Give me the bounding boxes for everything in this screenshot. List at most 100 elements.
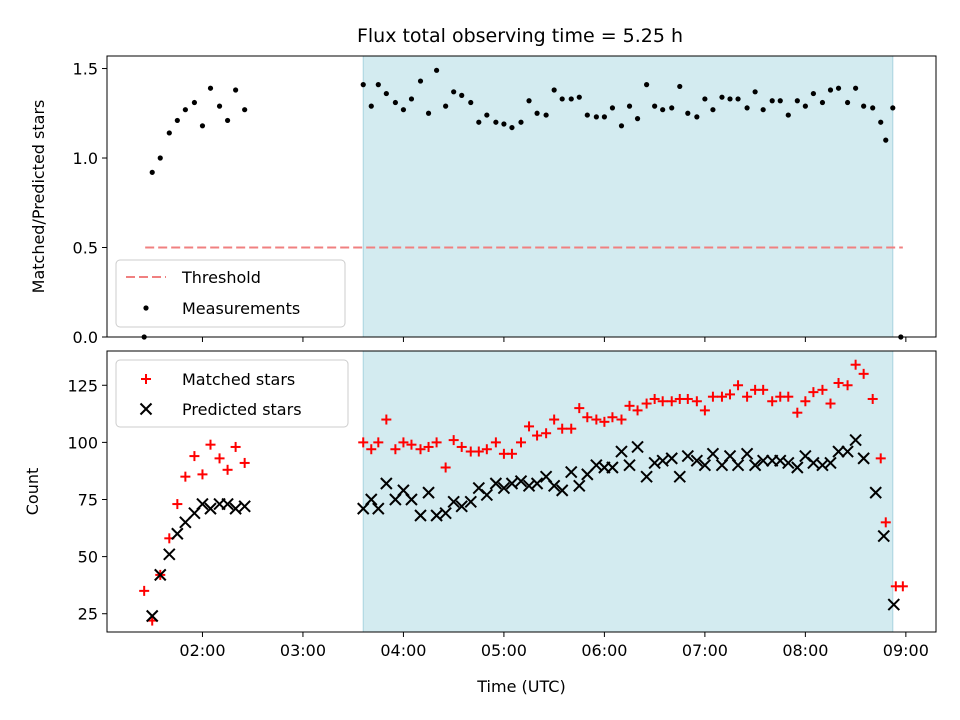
predicted-point [146, 609, 159, 623]
measurement-point [199, 123, 206, 129]
x-tick-label: 09:00 [883, 641, 929, 660]
measurement-point [584, 112, 590, 118]
matched-point [725, 389, 736, 400]
x-tick-label: 08:00 [782, 641, 828, 660]
top-y-ticks: 0.0 0.5 1.0 1.5 [73, 60, 107, 347]
matched-point [699, 405, 710, 416]
measurement-point [835, 85, 842, 91]
y-tick-label: 0.5 [73, 239, 98, 258]
measurement-point [459, 92, 465, 98]
measurement-point [727, 96, 733, 102]
measurement-point [601, 114, 608, 120]
measurement-point [810, 90, 817, 97]
matched-point [783, 391, 794, 402]
measurement-point [242, 107, 248, 113]
matched-point [506, 448, 517, 459]
matched-point [448, 435, 459, 446]
matched-point [858, 368, 869, 379]
predicted-point [857, 452, 870, 465]
predicted-point [698, 459, 712, 472]
legend-predicted-label: Predicted stars [182, 400, 302, 419]
measurement-point [802, 103, 808, 109]
predicted-point [480, 488, 494, 502]
measurement-point [526, 98, 532, 104]
bottom-legend: Matched stars Predicted stars [115, 359, 349, 428]
predicted-point [430, 509, 443, 522]
measurement-point [484, 112, 490, 118]
matched-point [867, 393, 878, 404]
matched-point [833, 377, 844, 388]
measurement-point [702, 96, 708, 102]
matched-point [758, 384, 769, 395]
measurement-point [634, 116, 641, 122]
x-tick-label: 03:00 [280, 641, 326, 660]
predicted-point [631, 440, 644, 454]
matched-point [358, 437, 369, 448]
legend-matched-label: Matched stars [182, 370, 295, 389]
predicted-point [238, 500, 251, 513]
predicted-point [606, 461, 619, 474]
predicted-point [665, 452, 678, 465]
matched-point [733, 380, 744, 391]
measurement-point [451, 89, 457, 95]
predicted-point [782, 456, 795, 470]
measurement-point [883, 137, 889, 143]
measurement-point [744, 105, 750, 111]
measurement-point [819, 99, 826, 106]
x-axis-label: Time (UTC) [476, 677, 565, 696]
top-axes: 0.0 0.5 1.0 1.5 Matched/Predicted stars Thr… [29, 55, 937, 347]
predicted-point [555, 484, 569, 497]
matched-point [415, 444, 426, 455]
matched-point [817, 384, 828, 395]
measurement-point [408, 96, 415, 102]
predicted-point [590, 459, 603, 472]
measurement-point [719, 94, 725, 100]
matched-point [541, 428, 552, 439]
predicted-point [505, 477, 519, 490]
measurement-point [710, 107, 716, 113]
legend-measurements-label: Measurements [182, 299, 300, 318]
measurement-point [677, 83, 683, 90]
predicted-point [774, 454, 787, 467]
bottom-x-ticks: 02:00 03:00 04:00 05:00 06:00 07:00 08:00 09:00 [179, 632, 929, 660]
measurement-point [476, 119, 482, 125]
predicted-point [455, 500, 468, 513]
measurement-point [626, 103, 633, 109]
y-tick-label: 1.5 [73, 60, 98, 79]
matched-point [524, 421, 535, 432]
matched-point [582, 412, 593, 423]
matched-point [456, 441, 467, 452]
predicted-point [869, 486, 882, 499]
matched-point [742, 391, 753, 402]
measurement-point [794, 98, 800, 104]
bottom-y-ticks: 25 50 75 100 125 [67, 376, 107, 624]
measurement-point [493, 119, 499, 125]
predicted-point [380, 477, 393, 490]
predicted-point [439, 506, 452, 520]
measurement-point [861, 103, 867, 109]
predicted-point [522, 479, 536, 492]
matched-point [549, 414, 560, 425]
measurement-point [543, 112, 549, 118]
bottom-y-axis-label: Count [23, 468, 42, 516]
predicted-point [807, 456, 820, 470]
measurements-series [141, 67, 904, 340]
x-tick-label: 05:00 [481, 641, 527, 660]
measurement-point [383, 90, 389, 97]
measurement-point [501, 121, 507, 127]
matched-point [532, 430, 543, 441]
shaded-interval [363, 56, 893, 337]
measurement-point [559, 96, 565, 102]
bottom-axes-frame [106, 350, 937, 633]
matched-point [897, 581, 908, 592]
matched-point [214, 453, 225, 464]
matched-point [490, 437, 501, 448]
measurement-point [182, 107, 188, 113]
top-x-ticks [201, 337, 907, 342]
measurement-point [368, 103, 374, 109]
matched-point [440, 462, 451, 473]
matched-point [180, 471, 191, 482]
measurement-point [878, 119, 884, 125]
matched-point [632, 405, 643, 416]
